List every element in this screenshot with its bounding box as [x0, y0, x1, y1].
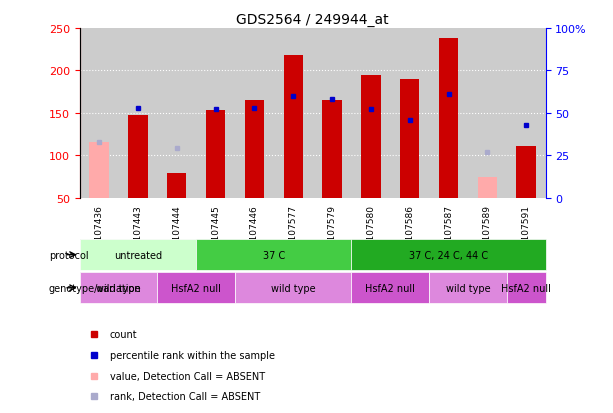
Bar — [400, 80, 419, 198]
Bar — [351, 240, 546, 271]
Bar — [128, 116, 148, 198]
Bar — [196, 240, 351, 271]
Text: HsfA2 null: HsfA2 null — [501, 283, 551, 293]
Bar — [478, 177, 497, 198]
Text: percentile rank within the sample: percentile rank within the sample — [110, 350, 275, 360]
Bar — [284, 56, 303, 198]
Bar — [206, 111, 226, 198]
Text: protocol: protocol — [48, 250, 88, 260]
Bar — [439, 39, 459, 198]
Text: value, Detection Call = ABSENT: value, Detection Call = ABSENT — [110, 371, 265, 381]
Title: GDS2564 / 249944_at: GDS2564 / 249944_at — [237, 12, 389, 26]
Bar — [429, 273, 507, 304]
Text: 37 C: 37 C — [263, 250, 285, 260]
Text: HsfA2 null: HsfA2 null — [365, 283, 415, 293]
Bar — [80, 240, 196, 271]
Text: wild type: wild type — [446, 283, 490, 293]
Text: rank, Detection Call = ABSENT: rank, Detection Call = ABSENT — [110, 392, 261, 401]
Text: 37 C, 24 C, 44 C: 37 C, 24 C, 44 C — [409, 250, 488, 260]
Text: HsfA2 null: HsfA2 null — [171, 283, 221, 293]
Text: wild type: wild type — [271, 283, 316, 293]
Bar — [507, 273, 546, 304]
Bar — [80, 273, 158, 304]
Text: count: count — [110, 330, 137, 339]
Bar — [516, 147, 536, 198]
Bar — [167, 174, 186, 198]
Bar — [235, 273, 351, 304]
Bar — [158, 273, 235, 304]
Text: untreated: untreated — [114, 250, 162, 260]
Bar — [361, 76, 381, 198]
Text: genotype/variation: genotype/variation — [48, 283, 141, 293]
Bar — [89, 142, 109, 198]
Text: wild type: wild type — [96, 283, 141, 293]
Bar — [351, 273, 429, 304]
Bar — [322, 101, 342, 198]
Bar — [245, 101, 264, 198]
